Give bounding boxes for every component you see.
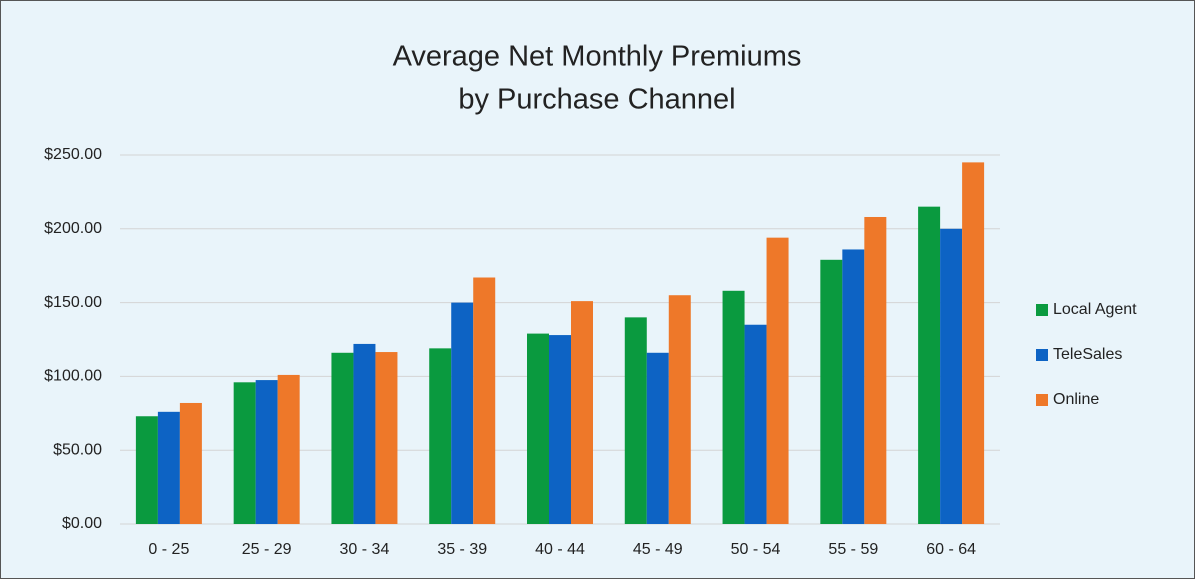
chart-title: Average Net Monthly Premiums <box>393 41 802 73</box>
bar <box>624 317 647 524</box>
x-tick-label: 30 - 34 <box>340 541 390 558</box>
bar <box>918 206 941 524</box>
bar <box>766 237 789 524</box>
x-tick-label: 35 - 39 <box>437 541 487 558</box>
bar <box>962 162 985 524</box>
bar <box>571 301 593 524</box>
x-tick-label: 55 - 59 <box>828 541 878 558</box>
bar <box>646 352 669 524</box>
bar <box>940 228 963 525</box>
bar <box>451 302 474 524</box>
y-tick-label: $200.00 <box>44 220 102 237</box>
y-tick-label: $250.00 <box>44 146 102 163</box>
bar <box>864 216 887 524</box>
bar <box>744 324 767 524</box>
bar <box>842 249 865 525</box>
bar <box>135 416 158 524</box>
bar <box>179 402 202 524</box>
bar <box>233 382 256 524</box>
y-tick-label: $100.00 <box>44 368 102 385</box>
bar <box>277 374 300 524</box>
x-tick-label: 0 - 25 <box>148 541 189 558</box>
bar <box>375 352 398 524</box>
y-tick-label: $50.00 <box>53 441 102 458</box>
y-tick-label: $150.00 <box>44 294 102 311</box>
x-tick-label: 40 - 44 <box>535 541 585 558</box>
legend-label: Online <box>1053 391 1099 408</box>
bar <box>549 335 571 524</box>
bar <box>527 333 549 524</box>
bar <box>255 380 278 524</box>
y-tick-label: $0.00 <box>62 515 102 532</box>
legend-label: Local Agent <box>1053 301 1137 318</box>
legend-label: TeleSales <box>1053 346 1122 363</box>
x-tick-label: 60 - 64 <box>926 541 976 558</box>
x-tick-label: 25 - 29 <box>242 541 292 558</box>
chart-title: by Purchase Channel <box>458 84 735 116</box>
bar <box>331 352 354 524</box>
x-tick-label: 45 - 49 <box>633 541 683 558</box>
legend-swatch <box>1036 394 1048 406</box>
bar <box>429 348 452 524</box>
bar <box>473 277 496 524</box>
bar <box>157 411 180 524</box>
bar <box>820 259 843 524</box>
legend-swatch <box>1036 349 1048 361</box>
x-tick-label: 50 - 54 <box>731 541 781 558</box>
bar <box>353 343 376 524</box>
bar <box>668 295 691 524</box>
legend-swatch <box>1036 304 1048 316</box>
bar <box>722 290 745 524</box>
